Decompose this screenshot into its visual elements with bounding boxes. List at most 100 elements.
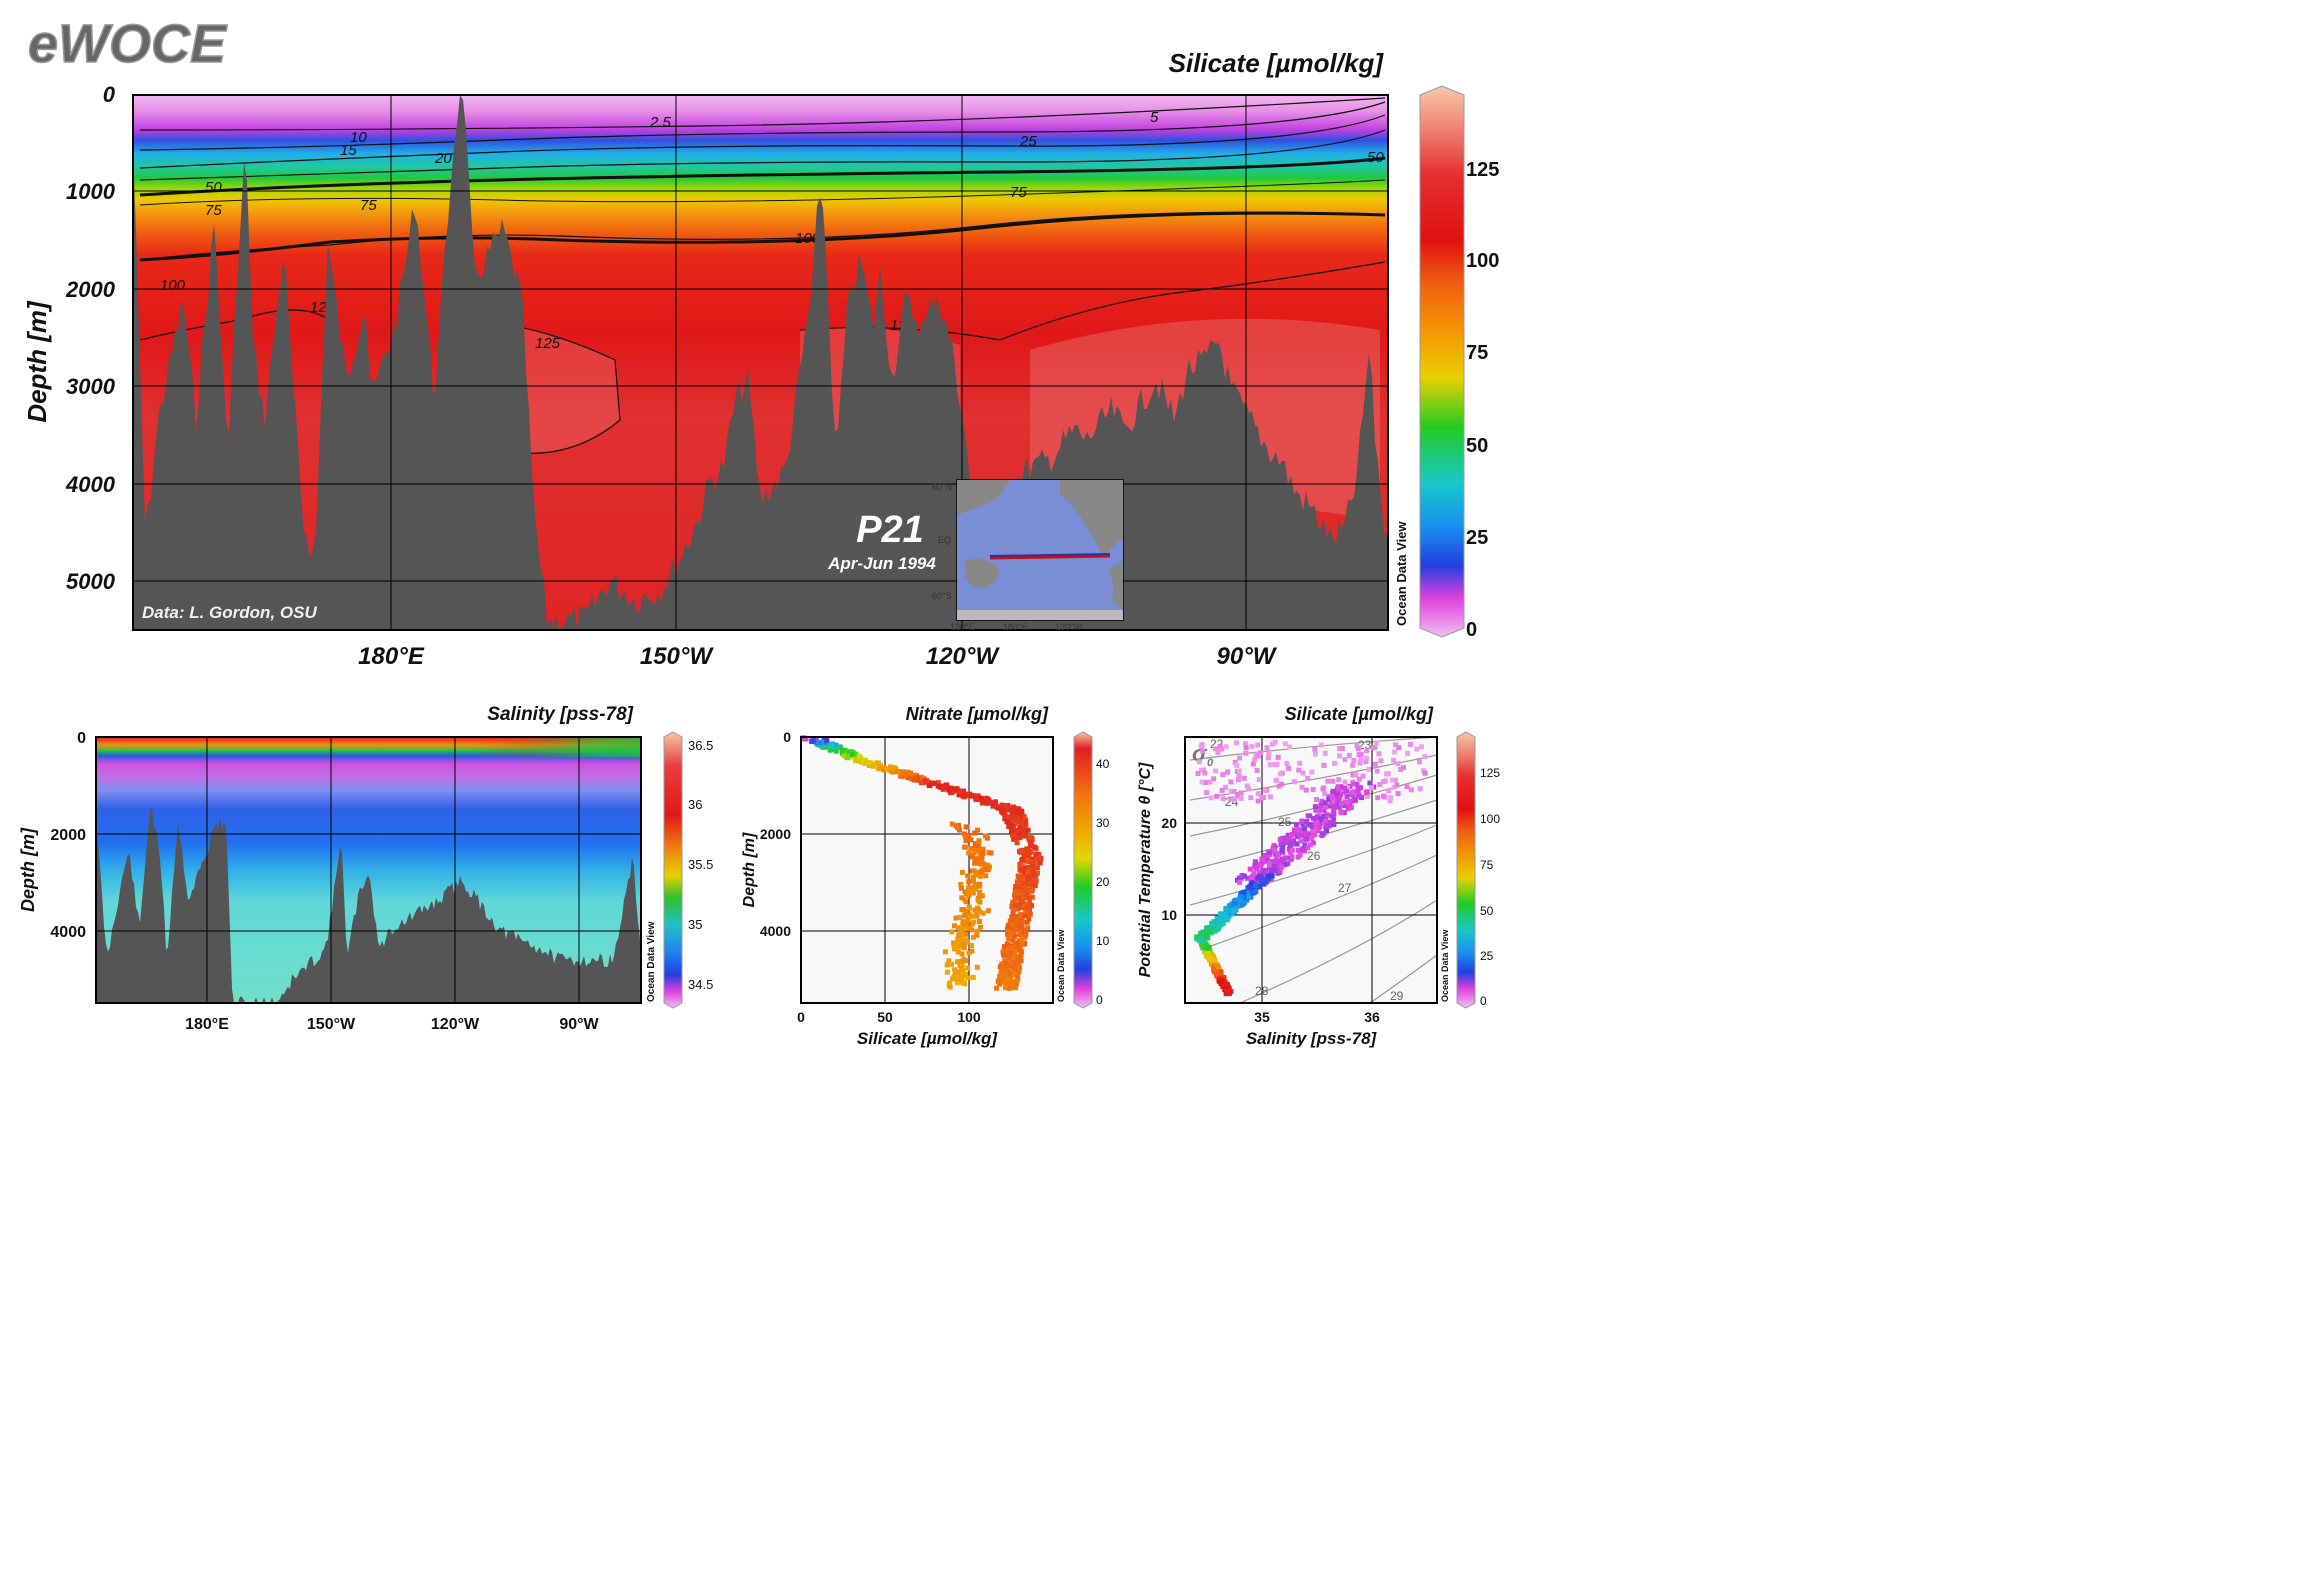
profile-point	[958, 976, 964, 982]
ts-point	[1249, 885, 1255, 891]
svg-text:36: 36	[688, 797, 702, 812]
ts-point	[1408, 787, 1414, 793]
profile-point	[1028, 849, 1033, 855]
ts-point	[1291, 838, 1296, 844]
ts-point	[1373, 740, 1379, 746]
profile-point	[1004, 803, 1010, 809]
profile-point	[1026, 889, 1032, 895]
ts-point	[1204, 790, 1209, 795]
ts-point	[1292, 828, 1298, 834]
profile-point	[947, 980, 953, 986]
profile-point	[1011, 836, 1017, 842]
ts-point	[1322, 750, 1328, 756]
ts-point	[1289, 847, 1295, 853]
ts-point	[1213, 746, 1218, 752]
ts-point	[1246, 894, 1252, 900]
profile-point	[1016, 902, 1022, 908]
profile-point	[1001, 952, 1007, 958]
ts-point	[1254, 767, 1260, 773]
ts-point	[1214, 793, 1220, 799]
ts-point	[1338, 784, 1344, 790]
profile-point	[926, 779, 932, 785]
profile-point	[867, 760, 873, 766]
ts-point	[1381, 793, 1386, 799]
profile-point	[980, 861, 986, 867]
ts-point	[1354, 743, 1360, 749]
profile-point	[1022, 833, 1028, 839]
ts-point	[1310, 824, 1316, 830]
profile-point	[975, 843, 981, 849]
profile-point	[988, 850, 994, 856]
ts-point	[1365, 793, 1371, 799]
profile-point	[1000, 949, 1006, 955]
ts-point	[1303, 787, 1309, 793]
ts-point	[1229, 903, 1235, 909]
profile-point	[1010, 832, 1016, 838]
ts-point	[1309, 769, 1315, 775]
profile-point	[1037, 860, 1043, 866]
profile-point	[1005, 953, 1011, 958]
ts-point	[1199, 942, 1205, 948]
svg-text:120°W: 120°W	[431, 1016, 480, 1033]
profile-point	[971, 919, 977, 925]
profile-point	[986, 864, 992, 870]
ts-point	[1243, 745, 1249, 751]
ts-point	[1304, 818, 1310, 824]
profile-point	[1028, 841, 1034, 847]
ts-point	[1350, 762, 1356, 768]
profile-point	[944, 969, 950, 975]
ts-point	[1381, 779, 1386, 784]
svg-text:29: 29	[1390, 989, 1404, 1003]
ts-point	[1327, 803, 1333, 809]
ts-point	[1339, 746, 1345, 751]
profile-point	[964, 891, 970, 897]
ts-point	[1392, 749, 1397, 755]
profile-point	[990, 800, 996, 806]
svg-text:0: 0	[797, 1009, 805, 1025]
profile-point	[963, 931, 968, 937]
profile-point	[974, 872, 980, 878]
ts-point	[1330, 819, 1336, 825]
profile-point	[1007, 819, 1013, 825]
profile-point	[949, 961, 954, 967]
ts-point	[1364, 755, 1369, 761]
ts-point	[1302, 842, 1308, 848]
ts-point	[1330, 778, 1336, 784]
profile-point	[1009, 945, 1015, 951]
profile-point	[1010, 899, 1016, 905]
ts-point	[1261, 858, 1267, 863]
svg-text:60°S: 60°S	[932, 591, 952, 601]
profile-point	[968, 793, 974, 799]
profile-point	[966, 906, 972, 912]
profile-point	[953, 823, 959, 829]
ts-point	[1310, 815, 1316, 821]
ts-point	[1223, 906, 1229, 912]
svg-text:125: 125	[1480, 766, 1500, 780]
profile-point	[1027, 838, 1033, 844]
profile-point	[951, 940, 957, 946]
ts-point	[1279, 848, 1285, 854]
ts-point	[1251, 871, 1257, 877]
ts-y-ticks: 10 20	[1161, 815, 1177, 923]
ts-point	[1326, 823, 1332, 829]
ts-point	[1199, 767, 1204, 773]
profile-point	[1021, 852, 1027, 858]
profile-point	[827, 747, 833, 753]
profile-point	[1023, 818, 1029, 824]
profile-point	[968, 846, 974, 852]
svg-text:26: 26	[1307, 849, 1321, 863]
ts-point	[1255, 753, 1261, 759]
ts-point	[1205, 926, 1211, 931]
ts-point	[1392, 777, 1398, 783]
profile-point	[1021, 894, 1026, 900]
ts-point	[1237, 903, 1243, 909]
svg-text:10: 10	[1096, 934, 1110, 948]
silicate-section-plot: Silicate [µmol/kg] 2.5	[22, 48, 1499, 670]
profile-point	[864, 760, 870, 766]
profile-point	[973, 848, 978, 854]
ts-point	[1248, 795, 1254, 801]
ts-point	[1342, 785, 1347, 791]
profile-point	[1027, 911, 1033, 917]
ts-point	[1367, 780, 1373, 786]
profile-point	[959, 869, 965, 875]
